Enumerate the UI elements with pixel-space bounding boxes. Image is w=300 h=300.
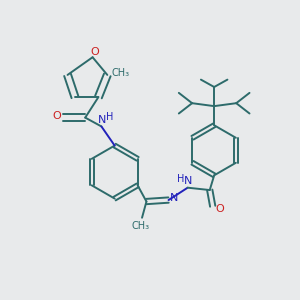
Text: N: N — [98, 115, 106, 125]
Text: CH₃: CH₃ — [131, 221, 150, 231]
Text: N: N — [169, 193, 178, 203]
Text: O: O — [52, 111, 61, 121]
Text: CH₃: CH₃ — [112, 68, 130, 78]
Text: H: H — [106, 112, 113, 122]
Text: O: O — [216, 204, 224, 214]
Text: H: H — [177, 174, 184, 184]
Text: O: O — [91, 47, 99, 57]
Text: N: N — [184, 176, 192, 186]
